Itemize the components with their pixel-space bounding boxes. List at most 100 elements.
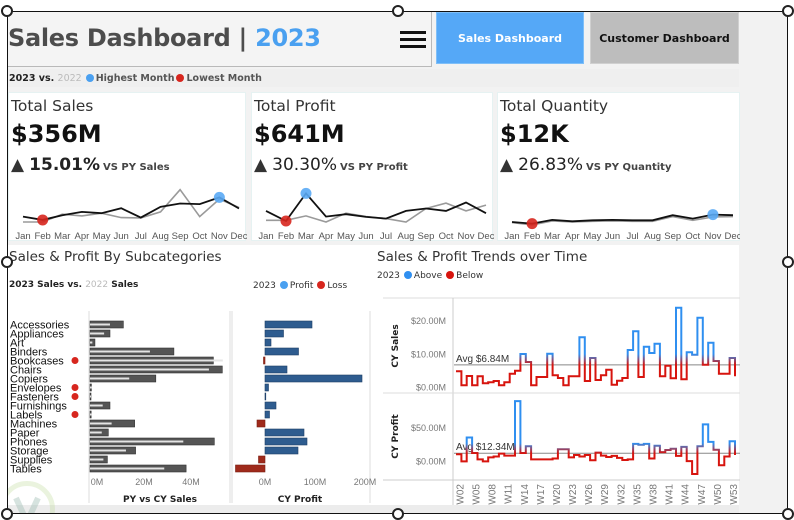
profit-legend-year: 2023: [253, 281, 276, 291]
subcategory-label: Labels: [10, 410, 43, 422]
profit-bar: [264, 320, 313, 329]
profit-bar: [264, 338, 272, 347]
profit-bar: [256, 419, 266, 428]
resize-handle-top-left[interactable]: [1, 5, 13, 17]
month-label: Oct: [192, 231, 207, 242]
week-label: W35: [632, 484, 643, 505]
hamburger-menu-icon[interactable]: [400, 28, 426, 50]
profit-bar: [235, 464, 266, 473]
profit-legend: 2023 Profit Loss: [253, 281, 347, 291]
cy-line: [22, 196, 240, 221]
week-label: W32: [616, 484, 627, 505]
trends-title: Sales & Profit Trends over Time: [377, 249, 588, 265]
py-sales-bar: [90, 404, 103, 407]
month-label: Oct: [685, 231, 700, 242]
py-sales-bar: [90, 395, 91, 398]
month-legend: 2023 vs. 2022 Highest Month Lowest Month: [8, 69, 739, 87]
month-label: Jun: [358, 231, 373, 242]
customer-dashboard-button[interactable]: Customer Dashboard: [590, 12, 739, 64]
kpi-change-percent: 26.83%: [518, 155, 583, 175]
subcategory-label: Supplies: [10, 455, 53, 467]
py-sales-bar: [90, 359, 223, 362]
py-sales-bar: [90, 467, 165, 470]
subcategory-label: Art: [10, 338, 24, 350]
kpi-value: $641M: [254, 120, 345, 148]
trends-legend-above: Above: [413, 271, 443, 281]
sales-legend-suffix: Sales: [111, 280, 139, 290]
profit-bar: [264, 329, 284, 338]
week-label: W38: [649, 484, 660, 505]
sales-axis-tick: 40M: [182, 477, 200, 487]
py-line: [511, 215, 734, 226]
py-sales-bar: [90, 350, 150, 353]
resize-handle-left[interactable]: [1, 256, 13, 268]
profit-dot-icon: [279, 281, 288, 289]
profit-legend-loss: Loss: [327, 281, 348, 291]
profit-bar: [264, 347, 299, 356]
month-label: Apr: [319, 231, 334, 242]
month-label: Mar: [54, 231, 70, 242]
kpi-card-total-quantity: Total Quantity $12K ▲ 26.83% VS PY Quanti…: [497, 92, 741, 242]
py-sales-bar: [90, 449, 126, 452]
profit-bar: [264, 374, 363, 383]
month-label: Sep: [172, 231, 189, 242]
legend-lowest-label: Lowest Month: [186, 72, 262, 84]
legend-cy-label: 2023 vs.: [9, 72, 55, 84]
kpi-title: Total Quantity: [500, 97, 609, 115]
resize-handle-top[interactable]: [392, 5, 404, 17]
month-label: Sep: [418, 231, 435, 242]
py-sales-bar: [90, 386, 92, 389]
sales-step-line: [456, 306, 736, 387]
sales-axis-title: PY vs CY Sales: [123, 495, 197, 505]
week-label: W53: [729, 484, 740, 505]
highest-month-dot-icon: [85, 74, 94, 82]
kpi-change: ▲ 15.01% VS PY Sales: [11, 155, 170, 175]
bottom-scroll-band: [8, 505, 739, 514]
below-dot-icon: [446, 271, 455, 279]
cy-line: [511, 213, 734, 225]
week-label: W02: [455, 484, 466, 505]
kpi-card-total-sales: Total Sales $356M ▲ 15.01% VS PY Sales Ja…: [8, 92, 247, 242]
month-label: Jan: [504, 231, 519, 242]
subcategory-label: Paper: [10, 428, 40, 440]
month-label: Apr: [75, 231, 90, 242]
subcategory-label: Accessories: [10, 320, 70, 332]
profit-axis-title: CY Profit: [391, 414, 401, 459]
py-sales-bar: [90, 377, 130, 380]
sales-axis-tick: 0M: [91, 477, 104, 487]
profit-bar: [263, 356, 266, 365]
lowest-month-dot-icon: [176, 74, 185, 82]
kpi-change: ▲ 30.30% VS PY Profit: [254, 155, 408, 175]
week-label: W23: [568, 484, 579, 505]
week-label: W11: [504, 484, 515, 504]
decline-flag-dot: [71, 384, 79, 391]
profit-bar: [264, 365, 288, 374]
resize-handle-bottom-left[interactable]: [1, 508, 13, 520]
decline-flag-dot: [71, 411, 79, 418]
profit-axis-title: CY Profit: [278, 495, 323, 505]
legend-py-label: 2022: [57, 72, 82, 84]
sales-dashboard-button[interactable]: Sales Dashboard: [436, 12, 584, 64]
month-label: May: [583, 231, 601, 242]
month-label: Feb: [278, 231, 294, 242]
month-label: Apr: [565, 231, 580, 242]
month-label: Nov: [458, 231, 475, 242]
month-label: May: [337, 231, 355, 242]
sales-axis-title: CY Sales: [391, 324, 401, 367]
profit-bar: [264, 437, 308, 446]
kpi-card-total-profit: Total Profit $641M ▲ 30.30% VS PY Profit …: [251, 92, 494, 242]
py-sales-bar: [90, 422, 112, 425]
month-label: Nov: [211, 231, 228, 242]
resize-handle-top-right[interactable]: [782, 5, 794, 17]
sparkline-total-profit: Jan Feb Mar Apr May Jun Jul Aug Sep Oct Nov Dec: [258, 187, 494, 242]
month-label: Jun: [114, 231, 129, 242]
month-label: Mar: [298, 231, 314, 242]
resize-handle-right[interactable]: [782, 256, 794, 268]
resize-handle-bottom-right[interactable]: [782, 508, 794, 520]
kpi-change-label: VS PY Sales: [102, 162, 170, 173]
profit-average-label: Avg $12.34M: [456, 442, 515, 453]
resize-handle-bottom[interactable]: [392, 508, 404, 520]
sparkline-total-quantity: Jan Feb Mar Apr May Jun Jul Aug Sep Oct Nov Dec: [504, 209, 741, 242]
lowest-month-marker: [37, 214, 49, 226]
title-year: 2023: [255, 24, 321, 52]
